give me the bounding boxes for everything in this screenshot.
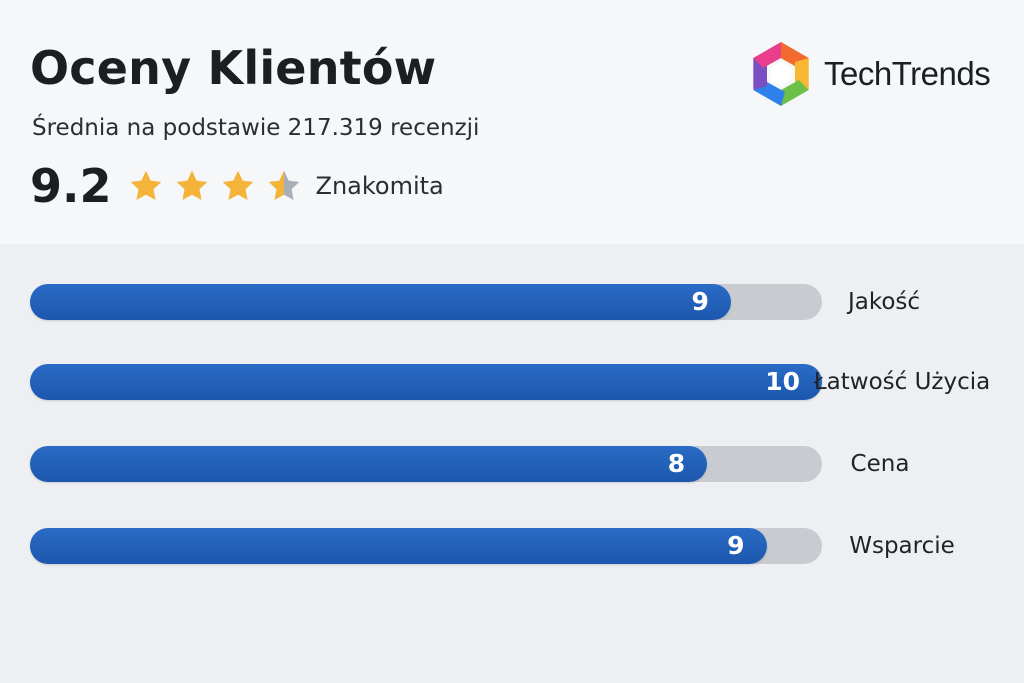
rating-bar-fill: 8 xyxy=(30,446,708,482)
rating-value: 8 xyxy=(667,449,686,478)
rating-bar-fill: 9 xyxy=(30,528,767,564)
score-verdict: Znakomita xyxy=(315,172,444,200)
rating-value: 10 xyxy=(765,367,800,396)
brand-logo-block: TechTrends xyxy=(748,38,991,110)
star-half-icon xyxy=(268,170,299,200)
average-score: 9.2 xyxy=(30,159,112,213)
brand-name: TechTrends xyxy=(824,55,991,92)
star-rating xyxy=(128,168,302,204)
rating-bar-fill: 9 xyxy=(30,284,731,320)
star-full-icon xyxy=(222,170,253,200)
rating-bar-price: 8 xyxy=(30,446,822,482)
review-summary: Średnia na podstawie 217.319 recenzji xyxy=(32,115,480,141)
rating-label-support: Wsparcie xyxy=(849,533,955,559)
rating-label-price: Cena xyxy=(850,451,910,477)
rating-value: 9 xyxy=(691,287,709,316)
rating-bar-support: 9 xyxy=(30,528,822,564)
rating-label-quality: Jakość xyxy=(847,289,921,315)
star-full-icon xyxy=(176,170,207,200)
rating-bar-quality: 9 xyxy=(30,284,822,320)
score-row: 9.2 Znakomita xyxy=(30,158,444,214)
rating-bar-ease-of-use: 10 xyxy=(30,364,822,400)
rating-value: 9 xyxy=(727,531,745,560)
rating-label-ease-of-use: Łatwość Użycia xyxy=(813,369,991,395)
rating-bar-fill: 10 xyxy=(30,364,822,400)
ratings-panel: 9 Jakość 10 Łatwość Użycia 8 Cena 9 Wspa… xyxy=(0,244,1024,683)
star-full-icon xyxy=(130,170,161,200)
header-panel: Oceny Klientów Średnia na podstawie 217.… xyxy=(0,0,1024,244)
aperture-logo-icon xyxy=(753,42,809,106)
page-title: Oceny Klientów xyxy=(30,41,437,95)
